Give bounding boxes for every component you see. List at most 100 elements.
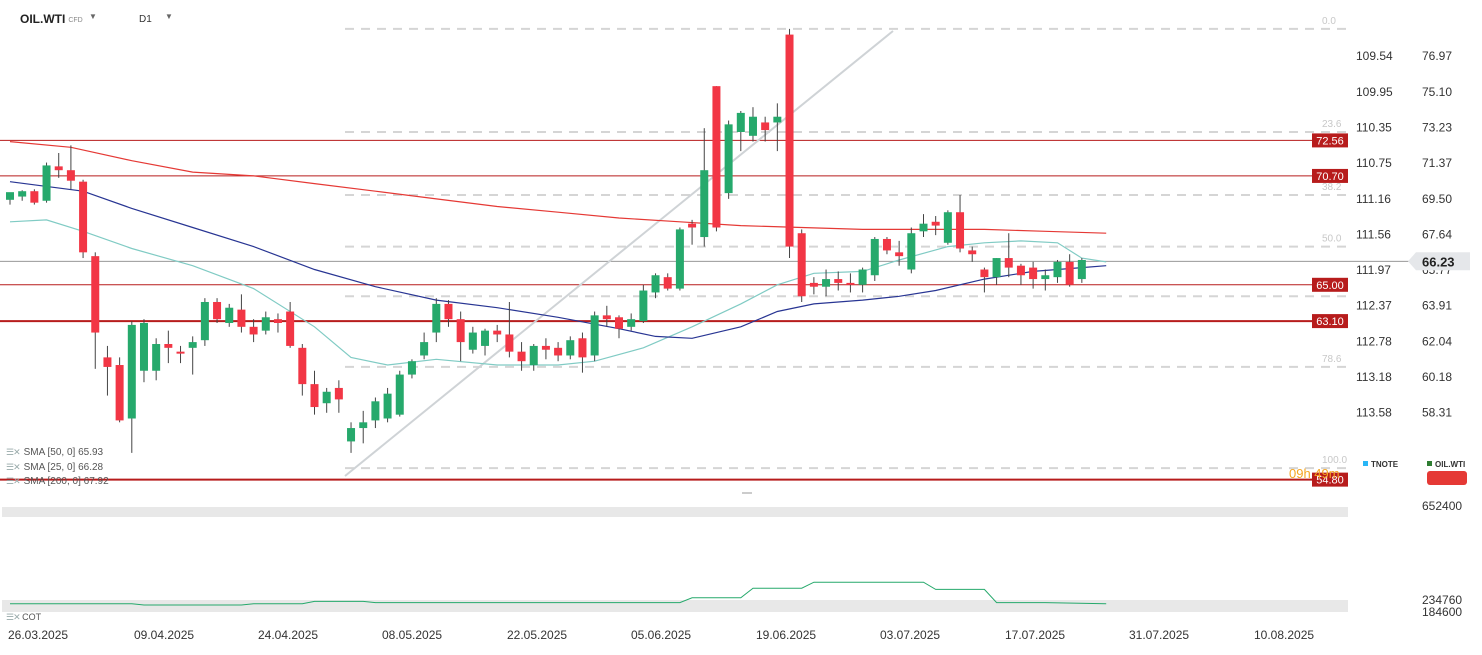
indicator-value: 65.93	[78, 447, 104, 458]
candle-body	[371, 401, 380, 421]
price-tick-label: 73.23	[1422, 121, 1452, 135]
symbol-selector[interactable]: OIL.WTI CFD	[20, 12, 83, 26]
candle-body	[956, 212, 965, 249]
price-tick-label: 58.31	[1422, 406, 1452, 420]
candle-body	[322, 391, 331, 404]
date-tick-label: 10.08.2025	[1254, 628, 1314, 642]
level-price-tag	[1312, 314, 1348, 329]
price-tick-label: 71.37	[1422, 156, 1452, 170]
candle-body	[383, 393, 392, 419]
date-tick-label: 19.06.2025	[756, 628, 816, 642]
settings-icon[interactable]: ☰✕	[6, 447, 21, 457]
candle-body	[663, 277, 672, 289]
candle-body	[456, 319, 465, 343]
secondary-tick-label: 110.35	[1356, 121, 1392, 135]
candle-body	[6, 192, 14, 200]
fib-level-label: 38.2	[1322, 182, 1342, 193]
cot-label: COT	[22, 612, 42, 622]
date-tick-label: 31.07.2025	[1129, 628, 1189, 642]
candle-body	[420, 342, 429, 356]
settings-icon[interactable]: ☰✕	[6, 612, 21, 622]
candle-body	[249, 326, 258, 335]
candle-body	[359, 422, 368, 429]
candle-body	[115, 365, 124, 421]
panel-divider	[2, 507, 1348, 517]
candle-body	[870, 238, 879, 276]
candle-body	[627, 319, 636, 327]
candle-body	[188, 342, 197, 348]
candle-body	[907, 233, 916, 270]
candle-body	[517, 351, 526, 362]
indicator-value: 67.92	[83, 476, 109, 487]
candle-body	[481, 330, 490, 346]
timeframe-dropdown-icon[interactable]: ▼	[165, 12, 173, 21]
candle-body	[164, 344, 173, 348]
date-tick-label: 26.03.2025	[8, 628, 68, 642]
indicator-value: 66.28	[78, 462, 104, 473]
candle-body	[882, 238, 891, 251]
cot-axis-label: 234760	[1422, 593, 1462, 607]
candle-body	[688, 223, 697, 228]
indicator-label: SMA [50, 0]	[23, 447, 76, 458]
legend-color-button	[1427, 471, 1467, 485]
level-price-label: 70.70	[1316, 171, 1344, 183]
level-price-label: 63.10	[1316, 316, 1344, 328]
symbol-type: CFD	[68, 17, 83, 24]
current-price-tag: 66.23	[1408, 252, 1470, 271]
settings-icon[interactable]: ☰✕	[6, 462, 21, 472]
candle-body	[225, 307, 234, 323]
indicator-sma25[interactable]: ☰✕ SMA [25, 0] 66.28	[6, 462, 103, 473]
secondary-tick-label: 113.58	[1356, 406, 1392, 420]
candle-body	[1041, 275, 1050, 280]
level-price-label: 72.56	[1316, 135, 1344, 147]
cot-indicator-label[interactable]: ☰✕ COT	[6, 612, 41, 623]
legend: TNOTE OIL.WTI	[1363, 460, 1467, 485]
secondary-tick-label: 112.37	[1356, 299, 1392, 313]
countdown-timer: 09h 49m	[1289, 466, 1340, 481]
candle-body	[407, 361, 416, 375]
price-tick-label: 76.97	[1422, 49, 1452, 63]
date-tick-label: 08.05.2025	[382, 628, 442, 642]
candle-body	[773, 116, 782, 123]
timeframe-selector[interactable]: D1	[139, 14, 152, 25]
secondary-tick-label: 110.75	[1356, 156, 1392, 170]
candle-body	[846, 282, 855, 285]
candle-body	[529, 345, 538, 366]
candle-body	[834, 279, 843, 283]
level-price-tag	[1312, 472, 1348, 487]
candle-body	[237, 309, 246, 327]
candle-body	[261, 317, 270, 331]
price-tick-label: 69.50	[1422, 192, 1452, 206]
indicator-sma200[interactable]: ☰✕ SMA [200, 0] 67.92	[6, 476, 109, 487]
symbol-name: OIL.WTI	[20, 12, 66, 26]
current-price-label: 66.23	[1422, 254, 1455, 269]
candle-body	[980, 269, 989, 278]
candle-body	[493, 330, 502, 335]
candle-body	[395, 374, 404, 415]
legend-swatch-oil	[1427, 461, 1432, 466]
legend-label-tnote: TNOTE	[1371, 460, 1399, 469]
cot-axis-label: 652400	[1422, 499, 1462, 513]
settings-icon[interactable]: ☰✕	[6, 476, 21, 486]
current-price-tag-bg	[1408, 252, 1470, 271]
candle-body	[541, 345, 550, 350]
candle-body	[615, 317, 623, 329]
candle-body	[968, 250, 977, 255]
symbol-dropdown-icon[interactable]: ▼	[89, 12, 97, 21]
candle-body	[761, 122, 770, 131]
candle-body	[724, 124, 733, 194]
candle-body	[919, 223, 928, 232]
fib-level-label: 0.0	[1322, 16, 1336, 27]
price-tick-label: 67.64	[1422, 227, 1452, 241]
candle-body	[992, 258, 1001, 278]
indicator-label: SMA [25, 0]	[23, 462, 76, 473]
level-price-tag	[1312, 133, 1348, 148]
secondary-tick-label: 111.97	[1356, 263, 1391, 277]
indicator-sma50[interactable]: ☰✕ SMA [50, 0] 65.93	[6, 447, 103, 458]
sma200-line	[9, 141, 1107, 234]
legend-swatch-tnote	[1363, 461, 1368, 466]
candle-body	[200, 301, 209, 341]
candle-body	[785, 34, 794, 247]
legend-label-oil: OIL.WTI	[1435, 460, 1465, 469]
